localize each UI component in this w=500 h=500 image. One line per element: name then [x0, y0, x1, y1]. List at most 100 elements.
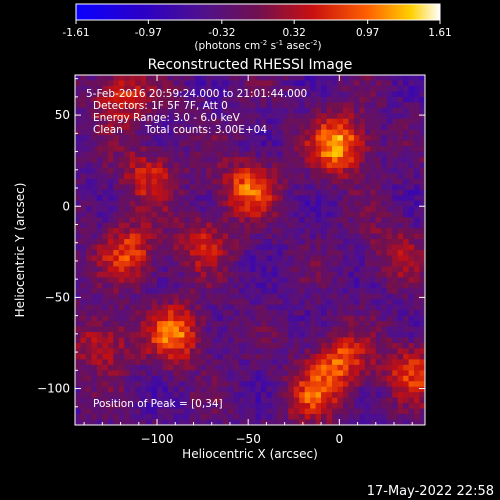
heatmap-cell — [304, 206, 311, 213]
heatmap-cell — [250, 118, 256, 125]
heatmap-cell — [277, 80, 284, 87]
heatmap-cell — [173, 162, 180, 169]
heatmap-cell — [146, 392, 152, 398]
heatmap-cell — [266, 96, 273, 103]
heatmap-cell — [326, 293, 333, 300]
heatmap-cell — [124, 353, 130, 360]
heatmap-cell — [266, 282, 273, 289]
heatmap-cell — [293, 288, 300, 295]
heatmap-cell — [102, 375, 109, 382]
heatmap-cell — [271, 135, 278, 141]
heatmap-cell — [342, 140, 349, 147]
heatmap-cell — [364, 222, 371, 229]
heatmap-cell — [184, 315, 191, 322]
heatmap-cell — [239, 403, 245, 409]
heatmap-cell — [200, 381, 207, 388]
heatmap-cell — [304, 124, 311, 130]
heatmap-cell — [310, 353, 316, 360]
heatmap-cell — [397, 140, 404, 147]
heatmap-cell — [386, 129, 393, 136]
heatmap-cell — [386, 217, 393, 223]
heatmap-cell — [184, 173, 191, 180]
heatmap-cell — [359, 250, 366, 256]
heatmap-cell — [299, 189, 305, 196]
heatmap-cell — [228, 321, 234, 327]
heatmap-cell — [348, 408, 355, 415]
heatmap-cell — [277, 260, 284, 267]
heatmap-cell — [326, 96, 333, 103]
heatmap-cell — [348, 206, 355, 213]
heatmap-cell — [135, 129, 141, 136]
heatmap-cell — [419, 342, 426, 349]
heatmap-cell — [239, 359, 245, 366]
heatmap-cell — [364, 260, 371, 267]
heatmap-cell — [381, 102, 388, 109]
heatmap-cell — [386, 135, 393, 141]
heatmap-cell — [173, 381, 180, 388]
heatmap-cell — [146, 184, 152, 191]
heatmap-cell — [332, 342, 338, 349]
heatmap-cell — [414, 364, 420, 371]
heatmap-cell — [184, 282, 191, 289]
heatmap-cell — [310, 206, 316, 213]
heatmap-cell — [419, 228, 426, 234]
heatmap-cell — [85, 211, 92, 218]
heatmap-cell — [124, 244, 130, 251]
heatmap-cell — [151, 75, 158, 81]
heatmap-cell — [408, 146, 415, 152]
heatmap-cell — [157, 206, 163, 213]
heatmap-cell — [310, 375, 316, 382]
heatmap-cell — [80, 167, 87, 174]
heatmap-cell — [359, 364, 366, 371]
heatmap-cell — [375, 381, 382, 388]
heatmap-cell — [277, 102, 284, 109]
heatmap-cell — [397, 233, 404, 240]
heatmap-cell — [315, 173, 322, 180]
heatmap-cell — [375, 353, 382, 360]
heatmap-cell — [381, 304, 388, 311]
heatmap-cell — [157, 129, 163, 136]
heatmap-cell — [293, 75, 300, 81]
heatmap-cell — [266, 310, 273, 316]
heatmap-cell — [140, 124, 147, 130]
heatmap-cell — [337, 381, 344, 388]
heatmap-cell — [282, 146, 289, 152]
heatmap-cell — [299, 277, 305, 284]
heatmap-cell — [239, 124, 245, 130]
heatmap-cell — [217, 102, 223, 109]
heatmap-cell — [260, 370, 267, 377]
heatmap-cell — [304, 310, 311, 316]
heatmap-cell — [348, 392, 355, 398]
heatmap-cell — [107, 135, 114, 141]
heatmap-cell — [239, 222, 245, 229]
heatmap-cell — [113, 260, 120, 267]
heatmap-cell — [85, 397, 92, 404]
heatmap-cell — [315, 403, 322, 409]
heatmap-cell — [293, 244, 300, 251]
heatmap-cell — [91, 288, 98, 295]
heatmap-cell — [102, 239, 109, 245]
heatmap-cell — [118, 266, 125, 273]
heatmap-cell — [386, 184, 393, 191]
heatmap-cell — [124, 342, 130, 349]
heatmap-cell — [277, 217, 284, 223]
heatmap-cell — [342, 375, 349, 382]
heatmap-cell — [157, 321, 163, 327]
heatmap-cell — [129, 364, 136, 371]
heatmap-cell — [315, 326, 322, 333]
heatmap-cell — [96, 255, 103, 262]
heatmap-cell — [173, 151, 180, 158]
heatmap-cell — [140, 113, 147, 120]
heatmap-cell — [217, 277, 223, 284]
heatmap-cell — [353, 414, 360, 420]
heatmap-cell — [381, 337, 388, 344]
heatmap-cell — [189, 244, 196, 251]
heatmap-cell — [370, 162, 377, 169]
heatmap-cell — [392, 113, 398, 120]
heatmap-cell — [200, 293, 207, 300]
heatmap-cell — [195, 146, 202, 152]
heatmap-cell — [228, 375, 234, 382]
heatmap-cell — [370, 239, 377, 245]
heatmap-cell — [403, 211, 409, 218]
heatmap-cell — [386, 342, 393, 349]
